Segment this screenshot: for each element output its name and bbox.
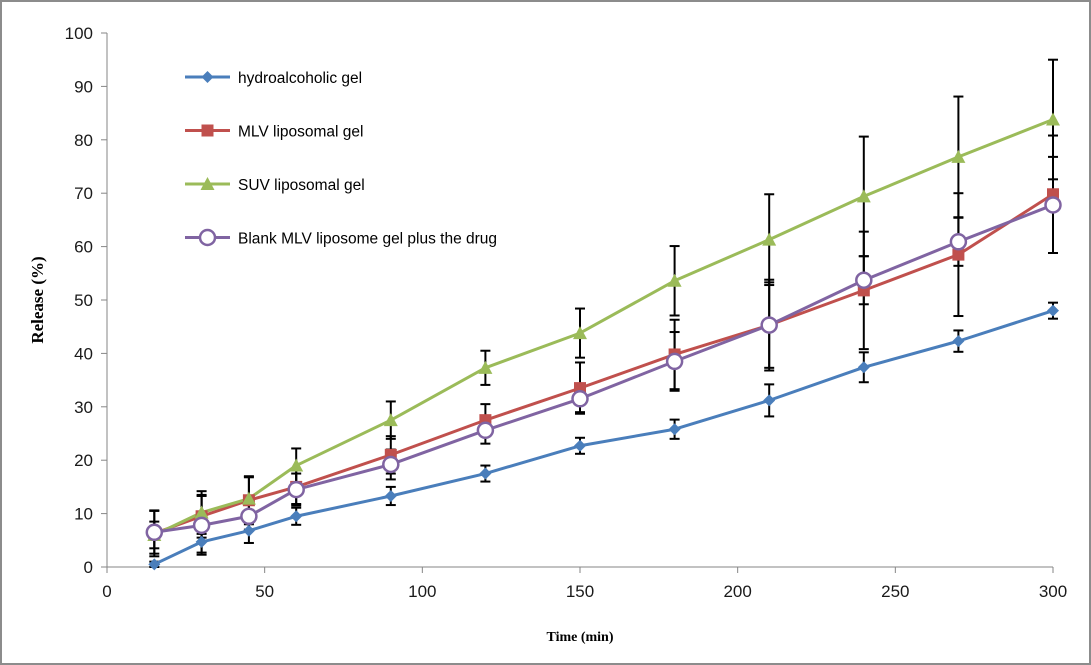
- series-2-point: [952, 248, 965, 261]
- x-tick-label: 0: [102, 582, 111, 601]
- series-4-point: [665, 352, 684, 371]
- series-3-point: [762, 232, 777, 246]
- axes: 0 10 20 30 40 50 60 70 80 90 100 0 50 100 150 200 250 300: [65, 24, 1068, 601]
- y-tick-label: 0: [84, 558, 93, 577]
- y-tick-label: 100: [65, 24, 93, 43]
- series-3-point: [1046, 112, 1060, 126]
- series-1-point: [952, 335, 965, 348]
- series-markers: [145, 112, 1062, 571]
- x-tick-label: 50: [255, 582, 274, 601]
- legend-swatch-marker: [201, 124, 214, 137]
- series-3-point: [478, 360, 493, 374]
- series-4-point: [760, 316, 778, 334]
- series-4-point: [192, 516, 211, 535]
- series-1-point: [574, 439, 586, 452]
- series-1-point: [242, 524, 255, 537]
- y-tick-label: 10: [74, 505, 93, 524]
- series-4-point: [855, 271, 873, 289]
- series-1-point: [668, 423, 681, 436]
- legend-item: hydroalcoholic gel: [185, 70, 362, 87]
- y-tick-label: 90: [74, 77, 93, 96]
- series-1-point: [763, 394, 776, 407]
- series-3-line: [153, 118, 1054, 537]
- series-1-point: [479, 467, 492, 480]
- y-axis-title: Release (%): [28, 256, 47, 343]
- series-1-point: [384, 489, 397, 502]
- series-1-point: [195, 535, 208, 548]
- series-4-point: [949, 233, 968, 251]
- series-3-point: [573, 326, 587, 340]
- x-tick-label: 150: [566, 582, 594, 601]
- legend-label: MLV liposomal gel: [238, 124, 364, 141]
- series-4-point: [287, 480, 305, 499]
- legend-label: SUV liposomal gel: [238, 177, 365, 194]
- y-tick-label: 30: [74, 398, 93, 417]
- x-axis-title: Time (min): [546, 630, 613, 645]
- legend-item: Blank MLV liposome gel plus the drug: [185, 228, 497, 248]
- series-4-point: [571, 390, 589, 408]
- series-3-point: [856, 189, 871, 203]
- series-4-point: [476, 421, 495, 440]
- series-1-point: [857, 361, 870, 374]
- legend-item: SUV liposomal gel: [185, 177, 365, 194]
- series-lines: [153, 118, 1054, 566]
- y-tick-label: 20: [74, 451, 93, 470]
- y-tick-label: 40: [74, 344, 93, 363]
- legend-swatch-marker: [200, 177, 215, 190]
- x-tick-label: 300: [1039, 582, 1067, 601]
- series-4-point: [382, 455, 400, 474]
- y-tick-label: 80: [74, 131, 93, 150]
- series-1-point: [148, 558, 161, 571]
- legend: hydroalcoholic gel MLV liposomal gel SUV l…: [185, 70, 497, 248]
- y-tick-label: 60: [74, 238, 93, 257]
- series-3-point: [194, 505, 209, 519]
- series-1-point: [1047, 304, 1059, 317]
- y-tick-label: 50: [74, 291, 93, 310]
- series-3-point: [951, 149, 966, 163]
- series-3-point: [667, 273, 682, 287]
- y-tick-label: 70: [74, 184, 93, 203]
- series-3-point: [383, 413, 398, 427]
- series-3-point: [241, 491, 256, 505]
- series-1-line: [153, 309, 1054, 566]
- series-2-line: [153, 193, 1054, 535]
- x-tick-label: 200: [723, 582, 751, 601]
- series-4-point: [1044, 196, 1062, 214]
- legend-swatch-marker: [201, 71, 214, 83]
- series-1-point: [290, 510, 303, 523]
- series-4-line: [154, 203, 1054, 534]
- legend-item: MLV liposomal gel: [185, 124, 364, 141]
- series-4-point: [240, 507, 258, 526]
- legend-label: hydroalcoholic gel: [238, 70, 362, 87]
- series-4-point: [145, 523, 164, 542]
- x-tick-label: 250: [881, 582, 909, 601]
- legend-swatch-marker: [198, 228, 217, 247]
- legend-label: Blank MLV liposome gel plus the drug: [238, 231, 497, 248]
- series-3-point: [289, 458, 304, 472]
- x-tick-label: 100: [408, 582, 436, 601]
